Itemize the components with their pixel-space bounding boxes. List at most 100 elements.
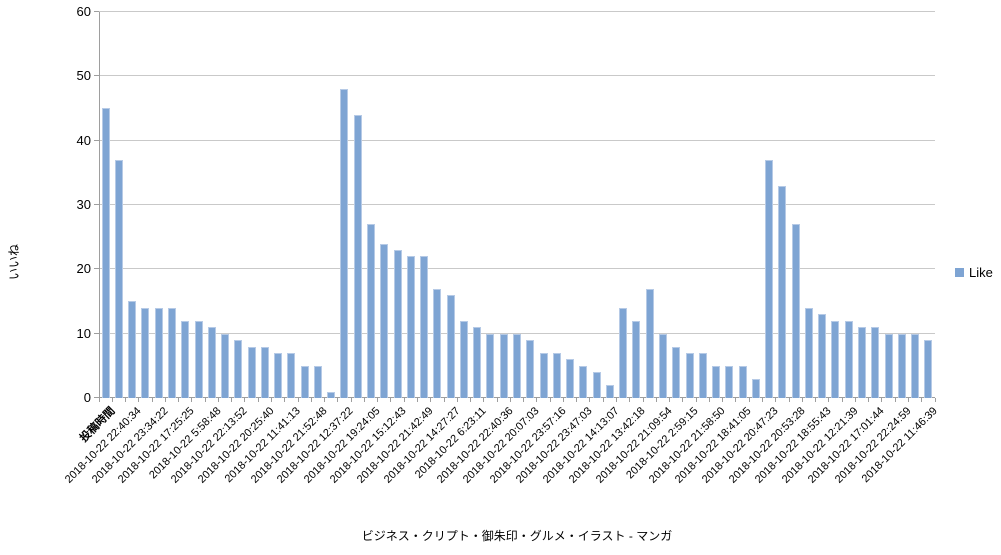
bar <box>579 366 588 398</box>
y-tick-label: 30 <box>76 197 91 212</box>
x-tick <box>204 398 206 402</box>
bar <box>911 334 920 398</box>
legend-label: Like <box>969 265 993 280</box>
bar <box>167 308 176 398</box>
bar <box>340 89 349 398</box>
y-tick-label: 10 <box>76 325 91 341</box>
x-tick <box>470 398 472 402</box>
y-tick <box>94 204 99 205</box>
x-tick <box>244 398 246 402</box>
bar <box>804 308 813 398</box>
y-tick <box>94 11 99 12</box>
gridline <box>99 139 935 141</box>
bar <box>738 366 747 398</box>
y-tick <box>94 332 99 334</box>
x-tick <box>907 398 909 402</box>
x-tick <box>868 398 870 402</box>
bar <box>181 321 190 398</box>
bar <box>685 353 694 398</box>
x-tick <box>828 398 830 402</box>
y-tick <box>94 139 99 141</box>
x-tick <box>164 398 166 402</box>
x-tick <box>138 398 140 402</box>
bar <box>725 366 734 398</box>
bar <box>207 327 216 398</box>
x-tick <box>297 398 299 402</box>
x-tick <box>788 398 790 402</box>
legend-swatch <box>955 268 964 277</box>
x-tick <box>257 398 259 402</box>
bar <box>645 289 654 398</box>
x-tick <box>363 398 365 402</box>
bar <box>672 347 681 398</box>
bar <box>499 334 508 398</box>
x-tick <box>111 398 113 402</box>
y-tick <box>94 268 99 270</box>
x-tick <box>337 398 339 402</box>
x-tick <box>576 398 578 402</box>
bar <box>858 327 867 398</box>
x-tick <box>854 398 856 402</box>
bar <box>141 308 150 398</box>
bar <box>778 186 787 398</box>
bar <box>393 250 402 398</box>
x-tick <box>655 398 657 402</box>
x-tick <box>562 398 564 402</box>
bar <box>526 340 535 398</box>
bar <box>751 379 760 398</box>
bar <box>274 353 283 398</box>
bar <box>605 385 614 398</box>
x-tick <box>284 398 286 402</box>
x-tick <box>191 398 193 402</box>
bar <box>234 340 243 398</box>
bar <box>287 353 296 398</box>
bar <box>632 321 641 398</box>
x-tick <box>310 398 312 402</box>
x-tick <box>430 398 432 402</box>
x-tick <box>775 398 777 402</box>
bar <box>353 115 362 398</box>
x-tick <box>761 398 763 402</box>
x-tick <box>403 398 405 402</box>
x-tick <box>231 398 233 402</box>
bar <box>658 334 667 398</box>
bar <box>897 334 906 398</box>
x-tick <box>377 398 379 402</box>
bar <box>924 340 933 398</box>
bar <box>380 244 389 398</box>
bar <box>420 256 429 398</box>
x-tick <box>350 398 352 402</box>
bar <box>327 392 336 398</box>
bar <box>552 353 561 398</box>
x-tick <box>629 398 631 402</box>
bar <box>101 108 110 398</box>
bar <box>473 327 482 398</box>
x-tick <box>456 398 458 402</box>
gridline <box>99 268 935 270</box>
gridline <box>99 11 935 12</box>
x-tick <box>616 398 618 402</box>
x-tick <box>549 398 551 402</box>
bar <box>459 321 468 398</box>
x-tick <box>496 398 498 402</box>
x-tick <box>523 398 525 402</box>
x-tick <box>682 398 684 402</box>
bar <box>313 366 322 398</box>
gridline <box>99 75 935 77</box>
x-tick <box>735 398 737 402</box>
bar <box>247 347 256 398</box>
y-axis-title: いいね <box>7 244 21 281</box>
bar <box>486 334 495 398</box>
x-tick <box>695 398 697 402</box>
x-tick <box>921 398 923 402</box>
bar <box>513 334 521 398</box>
x-tick <box>602 398 604 402</box>
bar <box>114 160 123 398</box>
bar <box>765 160 774 398</box>
y-tick-label: 20 <box>76 261 91 277</box>
bar <box>831 321 840 398</box>
bar <box>433 289 442 398</box>
bar <box>592 372 601 398</box>
x-tick <box>151 398 153 402</box>
x-tick <box>125 398 127 402</box>
